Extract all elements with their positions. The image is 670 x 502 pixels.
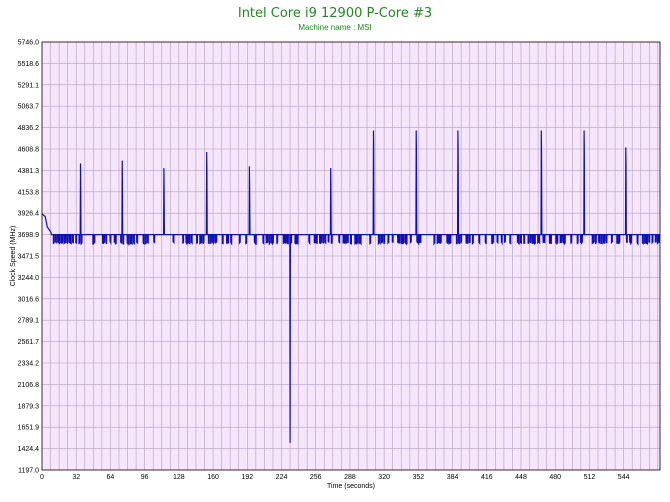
x-tick-label: 384: [447, 474, 459, 481]
clock-speed-series-line: [41, 130, 660, 443]
spike-point: [163, 168, 165, 170]
y-tick-label: 3244.0: [18, 275, 40, 282]
y-tick-label: 5518.6: [18, 61, 40, 68]
y-tick-label: 4608.8: [18, 146, 40, 153]
spike-point: [625, 147, 627, 149]
x-tick-label: 96: [141, 474, 149, 481]
x-tick-labels: 0 32 64 96 128 160 192 224 256 288 320 352 384 416 448…: [40, 474, 630, 481]
y-tick-label: 2561.7: [18, 339, 40, 346]
x-tick-label: 320: [378, 474, 390, 481]
y-tick-label: 3471.5: [18, 254, 40, 261]
y-tick-label: 1424.4: [18, 446, 40, 453]
grid-lines: [42, 42, 660, 470]
y-axis-label: Clock Speed (MHz): [10, 226, 17, 287]
y-tick-labels: 5746.0 5518.6 5291.1 5063.7 4836.2 4608.8 4381…: [18, 40, 40, 475]
dip-point: [289, 441, 291, 444]
x-tick-label: 544: [618, 474, 630, 481]
y-tick-label: 3016.6: [18, 296, 40, 303]
x-tick-label: 32: [72, 474, 80, 481]
x-tick-label: 512: [584, 474, 596, 481]
x-tick-label: 0: [40, 474, 44, 481]
plot-border: [41, 41, 661, 471]
x-tick-label: 448: [515, 474, 527, 481]
y-tick-label: 4381.3: [18, 168, 40, 175]
x-tick-label: 128: [173, 474, 185, 481]
x-tick-label: 160: [207, 474, 219, 481]
y-tick-label: 5746.0: [18, 40, 40, 47]
spike-point: [583, 130, 585, 132]
spike-point: [206, 152, 208, 154]
spike-point: [457, 130, 459, 132]
chart-title: Intel Core i9 12900 P-Core #3: [237, 6, 433, 21]
x-tick-label: 352: [413, 474, 425, 481]
x-tick-label: 288: [344, 474, 356, 481]
y-tick-label: 2106.8: [18, 382, 40, 389]
spike-point: [330, 168, 332, 170]
x-tick-label: 64: [107, 474, 115, 481]
x-tick-label: 480: [549, 474, 561, 481]
x-axis-label: Time (seconds): [327, 483, 375, 490]
y-tick-label: 3698.9: [18, 232, 40, 239]
chart-subtitle: Machine name : MSI: [298, 23, 372, 32]
y-tick-label: 3926.4: [18, 211, 40, 218]
y-tick-label: 1879.3: [18, 403, 40, 410]
y-tick-label: 5063.7: [18, 104, 40, 111]
spike-point: [415, 130, 417, 132]
x-tick-label: 416: [481, 474, 493, 481]
spike-point: [372, 130, 375, 132]
spike-point: [248, 166, 251, 168]
y-tick-label: 5291.1: [18, 82, 40, 89]
x-tick-label: 192: [241, 474, 253, 481]
y-tick-label: 1651.9: [18, 425, 40, 432]
y-tick-label: 2789.1: [18, 318, 40, 325]
y-tick-label: 1197.0: [18, 468, 39, 475]
y-tick-label: 4153.8: [18, 189, 40, 196]
spike-point: [121, 160, 123, 162]
x-tick-label: 224: [276, 474, 288, 481]
y-tick-label: 4836.2: [18, 125, 40, 132]
spike-point: [540, 130, 542, 132]
spike-point: [79, 163, 82, 165]
y-tick-label: 2334.2: [18, 361, 40, 368]
x-tick-label: 256: [310, 474, 322, 481]
